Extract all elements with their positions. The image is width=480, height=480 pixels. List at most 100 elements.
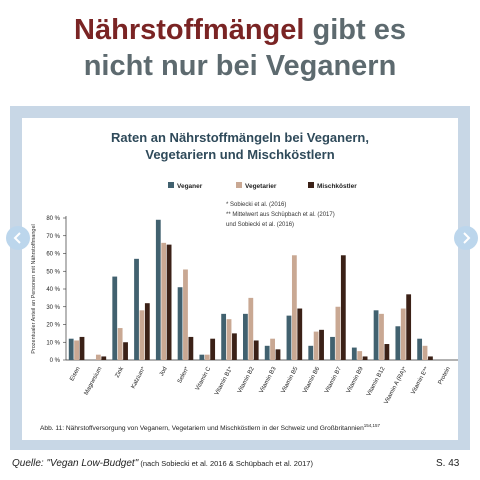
x-tick-label: Vitamin B3 — [259, 366, 278, 395]
bar — [248, 297, 254, 360]
source-footer: Quelle: "Vegan Low-Budget" (nach Sobieck… — [12, 458, 313, 469]
bar — [134, 258, 139, 360]
bar — [210, 338, 216, 360]
bar — [313, 331, 319, 360]
bar — [183, 269, 188, 360]
bar — [335, 306, 341, 360]
legend-swatch-1 — [236, 182, 242, 188]
y-tick-label: 50 % — [46, 269, 60, 275]
bar — [68, 338, 74, 360]
bar — [406, 294, 412, 360]
carousel-next-button[interactable] — [454, 226, 478, 250]
x-tick-label: Eisen — [69, 366, 81, 382]
chevron-right-icon — [463, 232, 471, 244]
bar — [95, 354, 101, 360]
bar — [286, 315, 292, 360]
x-tick-label: Selen* — [177, 366, 191, 385]
bar — [226, 319, 232, 360]
y-tick-label: 20 % — [46, 323, 60, 329]
y-tick-label: 0 % — [50, 358, 61, 364]
x-tick-label: Vitamin C — [195, 366, 213, 392]
bar — [177, 287, 183, 360]
legend-label-0: Veganer — [177, 183, 203, 190]
chart-note-2: und Sobiecki et al. (2016) — [226, 222, 294, 228]
legend-swatch-0 — [168, 182, 174, 188]
bar — [384, 344, 390, 360]
y-axis-label: Prozentualer Anteil an Personen mit Nähr… — [31, 224, 37, 354]
x-tick-label: Zink — [115, 365, 126, 379]
x-tick-label: Magnesium — [84, 366, 104, 396]
x-tick-label: Vitamin B5 — [281, 366, 300, 395]
chart-note-1: ** Mittelwert aus Schüpbach et al. (2017… — [226, 212, 335, 218]
bar — [243, 313, 248, 360]
carousel-prev-button[interactable] — [6, 226, 30, 250]
bar — [428, 356, 433, 360]
bar — [221, 313, 227, 360]
bar — [79, 336, 85, 360]
chart-title-line1: Raten an Nährstoffmängeln bei Veganern, — [111, 130, 369, 145]
bar — [253, 340, 259, 360]
chevron-left-icon — [13, 232, 21, 244]
bar — [357, 351, 363, 360]
y-tick-label: 60 % — [46, 252, 60, 258]
bar — [308, 345, 314, 360]
source-detail: (nach Sobiecki et al. 2016 & Schüpbach e… — [138, 459, 313, 468]
bar — [400, 308, 406, 360]
x-tick-label: Vitamin B7 — [324, 366, 343, 395]
bar — [270, 338, 275, 360]
y-tick-label: 40 % — [46, 287, 60, 293]
x-tick-label: Protein — [438, 366, 452, 386]
y-tick-label: 80 % — [46, 216, 60, 222]
headline-line2: nicht nur bei Veganern — [83, 50, 397, 82]
bar — [340, 255, 346, 360]
legend-label-2: Mischköstler — [317, 183, 357, 190]
y-tick-label: 10 % — [46, 340, 60, 346]
chart-card — [22, 118, 458, 440]
x-tick-label: Vitamin A (RA)* — [384, 366, 409, 406]
bar — [144, 303, 150, 360]
bar — [74, 340, 79, 360]
headline-rest: gibt es — [304, 14, 406, 46]
chart-title-line2: Vegetariern und Mischköstlern — [145, 147, 334, 162]
y-tick-label: 70 % — [46, 234, 60, 240]
chart-note-0: * Sobiecki et al. (2016) — [226, 202, 286, 208]
x-tick-label: Vitamin B2 — [237, 366, 256, 395]
bar — [232, 333, 237, 360]
caption-reference: 154,157 — [364, 423, 381, 428]
bar — [297, 308, 303, 360]
bar — [379, 313, 384, 360]
bar — [362, 356, 368, 360]
x-tick-label: Vitamin E** — [411, 366, 431, 396]
source-title: "Vegan Low-Budget" — [46, 458, 139, 469]
bar — [139, 310, 145, 360]
x-tick-label: Vitamin B9 — [346, 366, 365, 395]
bar — [101, 356, 107, 360]
bar — [291, 255, 297, 360]
headline-accent: Nährstoffmängel — [74, 14, 305, 46]
bar — [417, 338, 423, 360]
bar — [204, 354, 210, 360]
x-tick-label: Vitamin B6 — [302, 366, 321, 395]
bar — [264, 345, 270, 360]
bar — [155, 219, 161, 360]
bar — [199, 354, 205, 360]
headline: Nährstoffmängel gibt es nicht nur bei Ve… — [0, 12, 480, 84]
bar — [422, 345, 428, 360]
bar — [166, 244, 172, 360]
bar — [112, 276, 118, 360]
bar — [373, 310, 379, 360]
chart-caption: Abb. 11: Nährstoffversorgung von Veganer… — [40, 423, 381, 432]
bar — [319, 329, 324, 360]
x-tick-label: Kalzium* — [131, 366, 148, 390]
bar — [161, 242, 167, 360]
legend-swatch-2 — [308, 182, 314, 188]
nutrient-chart: Raten an Nährstoffmängeln bei Veganern, V… — [31, 130, 458, 432]
bar — [188, 336, 194, 360]
x-tick-label: Vitamin B12 — [366, 366, 387, 398]
bar — [351, 347, 357, 360]
bar — [275, 349, 281, 360]
bar — [117, 328, 123, 360]
bar — [330, 336, 335, 360]
x-tick-label: Jod — [159, 366, 169, 377]
page-number: S. 43 — [436, 458, 460, 469]
